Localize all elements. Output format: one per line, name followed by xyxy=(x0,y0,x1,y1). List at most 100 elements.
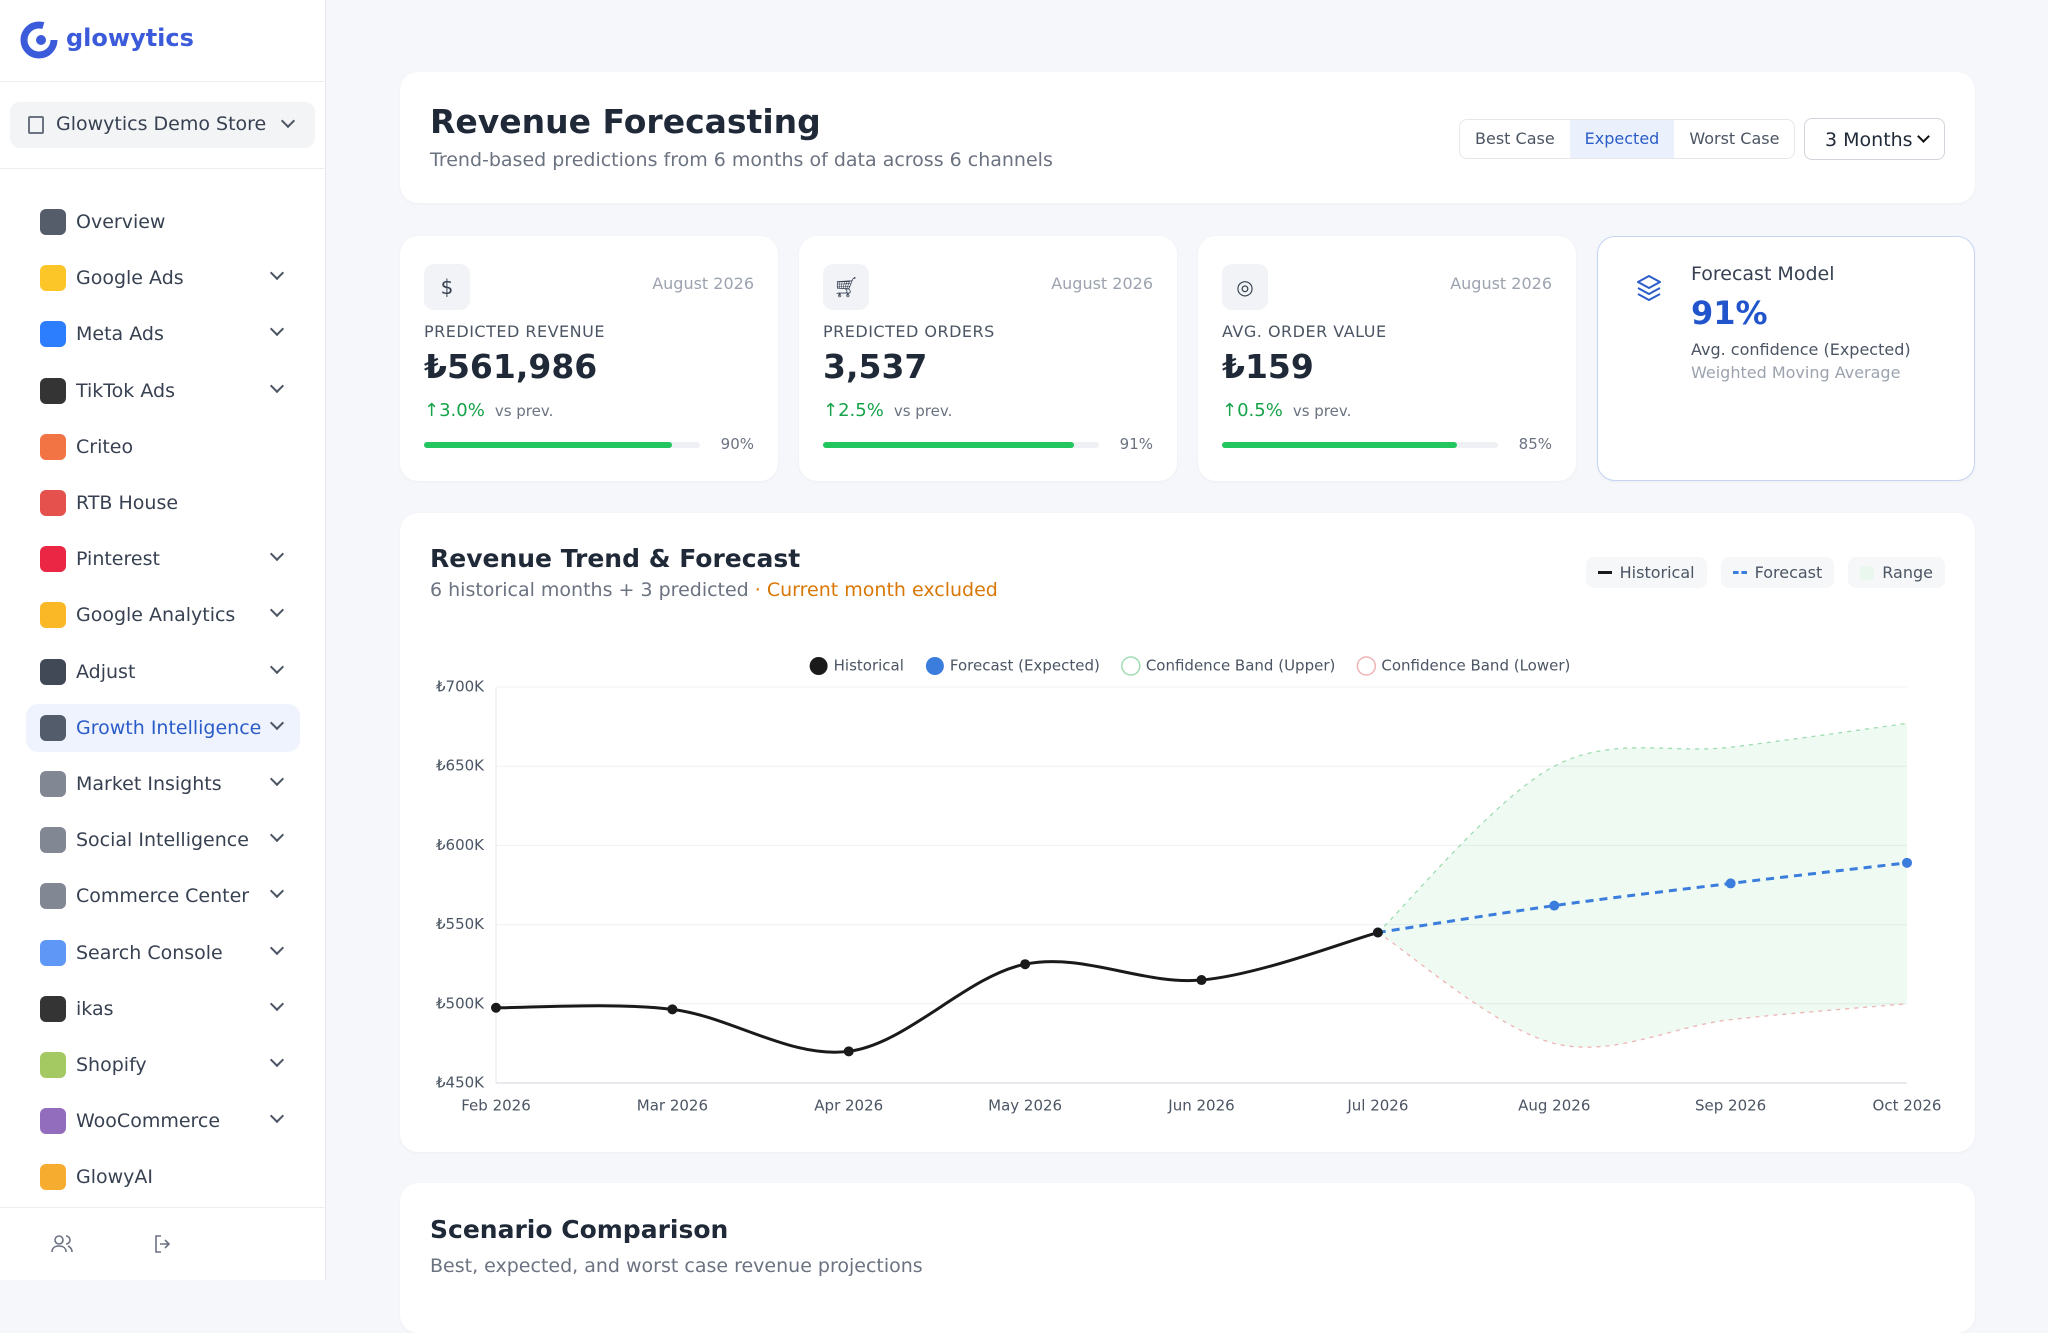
period-select[interactable]: 3 Months xyxy=(1804,118,1945,160)
nav-item[interactable]: Growth Intelligence xyxy=(26,703,300,752)
nav-item[interactable]: ikas xyxy=(26,985,300,1033)
nav-icon xyxy=(40,1164,66,1191)
x-tick-label: Aug 2026 xyxy=(1518,1097,1590,1115)
chevron xyxy=(269,659,285,674)
pill-label: Forecast xyxy=(1754,563,1823,582)
scenario-option[interactable]: Best Case xyxy=(1475,129,1555,148)
scenario-option[interactable]: Expected xyxy=(1569,120,1675,158)
x-tick-label: Mar 2026 xyxy=(637,1097,708,1115)
kpi-card: $ August 2026 PREDICTED REVENUE ₺561,986 ↑3.… xyxy=(400,236,778,481)
change-note: vs prev. xyxy=(494,402,554,420)
model-icon xyxy=(1637,275,1661,301)
x-tick-label: Jun 2026 xyxy=(1167,1097,1234,1115)
kpi-card: ◎ August 2026 AVG. ORDER VALUE ₺159 ↑0.5% vs … xyxy=(1198,236,1576,481)
logout-button[interactable] xyxy=(151,1232,175,1256)
data-point xyxy=(1902,857,1912,868)
nav-item[interactable]: Search Console xyxy=(26,929,300,977)
kpi-value: ₺159 xyxy=(1222,347,1314,386)
nav-icon xyxy=(40,1052,66,1078)
chevron xyxy=(269,1052,285,1068)
nav-label: Search Console xyxy=(76,941,223,964)
nav-label: Pinterest xyxy=(76,548,160,571)
nav-icon xyxy=(40,771,66,797)
period-value: 3 Months xyxy=(1825,129,1913,151)
nav-icon xyxy=(40,321,66,348)
nav-item[interactable]: Adjust xyxy=(26,648,300,696)
kpi-value: ₺561,986 xyxy=(424,347,598,386)
store-icon xyxy=(28,116,44,134)
page-title: Revenue Forecasting xyxy=(430,102,821,141)
nav-item[interactable]: Overview xyxy=(26,198,300,246)
progress-bar xyxy=(424,442,673,448)
kpi-label: AVG. ORDER VALUE xyxy=(1222,322,1387,341)
users-button[interactable] xyxy=(50,1232,74,1256)
data-point xyxy=(843,1046,854,1057)
divider xyxy=(0,81,326,82)
subtitle-note: · Current month excluded xyxy=(754,579,998,601)
legend-swatch xyxy=(809,657,828,675)
nav-label: Google Ads xyxy=(76,267,184,290)
confidence-band xyxy=(1377,723,1907,1048)
nav-item[interactable]: Meta Ads xyxy=(26,310,300,358)
nav-item[interactable]: TikTok Ads xyxy=(26,367,300,415)
nav-label: GlowyAI xyxy=(76,1166,154,1189)
model-confidence: 91% xyxy=(1691,294,1768,332)
nav-item[interactable]: Market Insights xyxy=(26,760,300,808)
legend-pill[interactable]: Forecast xyxy=(1720,557,1835,588)
change-value: 3.0% xyxy=(439,400,485,421)
nav-item[interactable]: GlowyAI xyxy=(26,1153,300,1201)
scenario-title: Scenario Comparison xyxy=(430,1215,729,1244)
series-line xyxy=(1377,861,1908,935)
legend-label: Forecast (Expected) xyxy=(950,657,1100,675)
pill-label: Range xyxy=(1882,563,1933,582)
store-selector[interactable]: Glowytics Demo Store xyxy=(10,102,315,148)
x-tick-label: Oct 2026 xyxy=(1873,1097,1942,1115)
scenario-toggle: Best Case Expected Worst Case xyxy=(1459,119,1796,159)
nav-label: Growth Intelligence xyxy=(76,716,262,739)
nav-label: Shopify xyxy=(76,1054,147,1076)
legend-label: Confidence Band (Lower) xyxy=(1381,657,1570,675)
y-tick-label: ₺450K xyxy=(436,1074,485,1092)
nav-item[interactable]: WooCommerce xyxy=(26,1097,300,1145)
series-line xyxy=(1377,722,1908,933)
kpi-icon: $ xyxy=(424,264,470,310)
chevron xyxy=(269,828,285,843)
nav-item[interactable]: Google Analytics xyxy=(26,591,300,639)
pill-swatch xyxy=(1597,571,1612,574)
series-line xyxy=(495,931,1379,1054)
nav-label: Google Analytics xyxy=(76,604,236,627)
legend-swatch xyxy=(925,657,944,675)
nav-icon xyxy=(40,433,66,460)
kpi-card: 🛒︎ August 2026 PREDICTED ORDERS 3,537 ↑2.5% v… xyxy=(799,236,1177,481)
kpi-period: August 2026 xyxy=(652,274,754,293)
nav-item[interactable]: Social Intelligence xyxy=(26,816,300,864)
scenario-option[interactable]: Worst Case xyxy=(1689,129,1780,148)
y-tick-label: ₺700K xyxy=(436,678,485,696)
nav-item[interactable]: Shopify xyxy=(26,1041,300,1089)
progress-bar xyxy=(823,442,1075,448)
nav-icon xyxy=(40,546,66,573)
change-note: vs prev. xyxy=(893,402,953,420)
data-point xyxy=(1725,878,1736,889)
model-title: Forecast Model xyxy=(1691,263,1835,285)
kpi-label: PREDICTED REVENUE xyxy=(424,322,605,341)
nav-label: Commerce Center xyxy=(76,885,250,908)
nav-item[interactable]: RTB House xyxy=(26,479,300,527)
nav-item[interactable]: Criteo xyxy=(26,423,300,471)
legend-pill[interactable]: Range xyxy=(1848,557,1945,588)
logo-icon xyxy=(20,21,58,59)
nav-label: Market Insights xyxy=(76,773,222,795)
chevron xyxy=(280,113,296,129)
pill-label: Historical xyxy=(1619,563,1695,582)
nav-item[interactable]: Pinterest xyxy=(26,535,300,583)
model-card: Forecast Model 91% Avg. confidence (Expe… xyxy=(1597,236,1975,481)
nav-item[interactable]: Google Ads xyxy=(26,254,300,302)
trend-card: Revenue Trend & Forecast 6 historical mo… xyxy=(400,513,1975,1152)
nav-icon xyxy=(40,490,66,516)
progress-track xyxy=(1222,442,1498,448)
store-name: Glowytics Demo Store xyxy=(56,113,267,135)
divider xyxy=(0,168,326,169)
chevron xyxy=(269,547,285,562)
nav-item[interactable]: Commerce Center xyxy=(26,872,300,920)
legend-pill[interactable]: Historical xyxy=(1585,557,1707,588)
